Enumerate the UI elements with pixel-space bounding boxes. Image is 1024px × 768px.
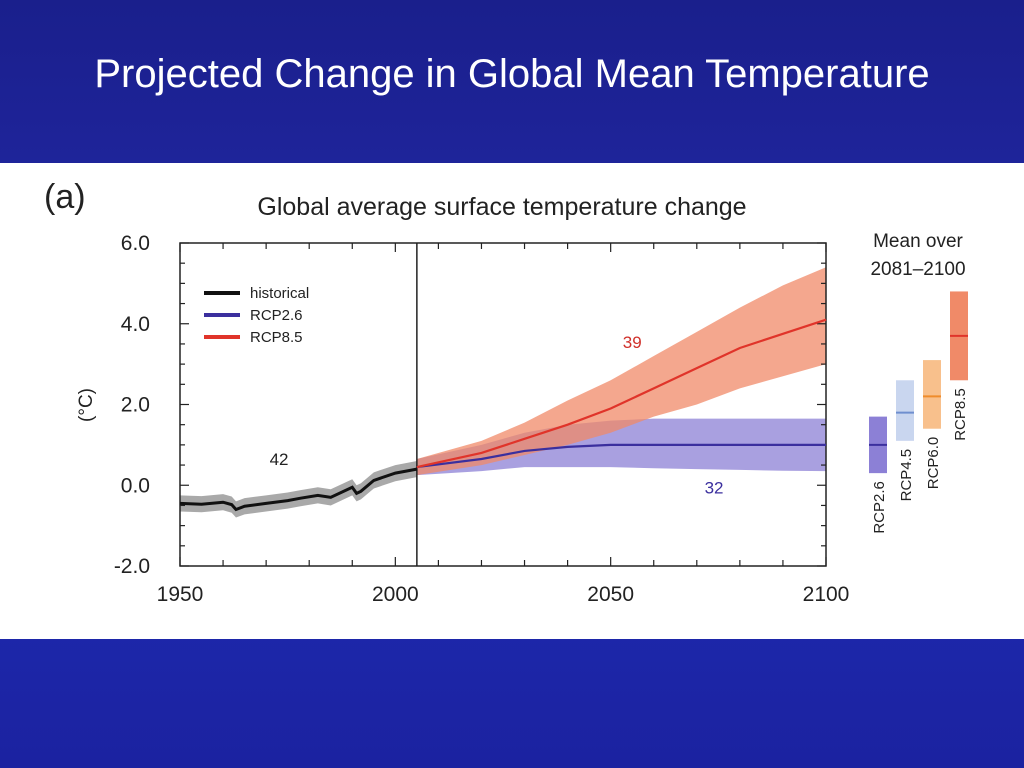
x-tick-label: 2000 [372,583,419,606]
x-tick-label: 2100 [803,583,850,606]
band-rcp8-5 [416,267,826,476]
band-rcp2-6 [416,418,826,476]
y-tick-label: 4.0 [121,313,150,336]
y-tick-label: -2.0 [114,555,150,578]
mean-bar-label-rcp4-5: RCP4.5 [898,449,915,502]
slide-title: Projected Change in Global Mean Temperat… [94,52,930,96]
mean-bar-label-rcp6-0: RCP6.0 [925,437,942,490]
mean-panel-title-line2: 2081–2100 [870,259,965,280]
y-tick-label: 6.0 [121,232,150,255]
mean-bar-rcp4-5 [896,380,914,441]
band-historical [180,461,417,518]
figure-panel: 1950 2000 2050 2100 6.0 4.0 2.0 0.0 -2.0 histori… [0,163,1024,639]
uncertainty-bands [180,267,826,518]
annotation-model-count: 42 [270,450,289,469]
x-tick-label: 1950 [157,583,204,606]
axes-frame [179,242,827,567]
mean-2081-2100-panel: RCP2.6 RCP4.5 RCP6.0 RCP8.5 [869,291,969,534]
legend-label-rcp8-5: RCP8.5 [250,329,303,346]
line-historical [179,467,418,512]
y-axis-label: (°C) [76,388,97,422]
x-tick-label: 2050 [587,583,634,606]
mean-bar-rcp6-0 [923,360,941,429]
legend-label-historical: historical [250,285,309,302]
legend-label-rcp2-6: RCP2.6 [250,307,303,324]
y-tick-label: 0.0 [121,474,150,497]
series-lines [179,318,827,512]
mean-bar-label-rcp2-6: RCP2.6 [871,481,888,534]
panel-label: (a) [44,178,86,216]
mean-bar-label-rcp8-5: RCP8.5 [952,388,969,441]
legend: historical RCP2.6 RCP8.5 [204,285,309,346]
y-tick-label: 2.0 [121,394,150,417]
annotation-model-count: 39 [623,333,642,352]
annotations: 42 39 32 [270,333,724,497]
line-rcp8-5 [416,318,827,469]
chart-title: Global average surface temperature chang… [257,193,746,221]
mean-panel-title-line1: Mean over [873,231,963,252]
axis-labels: 1950 2000 2050 2100 6.0 4.0 2.0 0.0 -2.0 [114,232,850,606]
line-rcp2-6 [416,443,826,469]
annotation-model-count: 32 [705,478,724,497]
temperature-chart: 1950 2000 2050 2100 6.0 4.0 2.0 0.0 -2.0 histori… [44,178,969,606]
